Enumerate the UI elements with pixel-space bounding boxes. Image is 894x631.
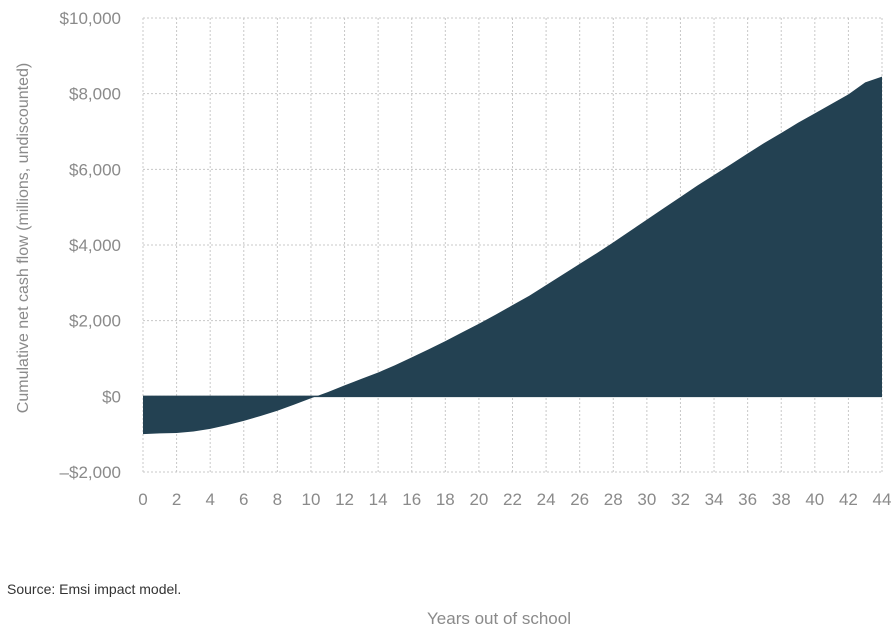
x-tick-label: 24 [537,490,556,509]
y-tick-label: $6,000 [69,160,121,179]
x-tick-label: 40 [805,490,824,509]
x-tick-label: 8 [273,490,282,509]
x-tick-label: 2 [172,490,181,509]
area-series-fill [143,76,882,435]
y-tick-label: $4,000 [69,236,121,255]
y-tick-label: $8,000 [69,85,121,104]
x-tick-label: 10 [301,490,320,509]
x-tick-label: 44 [873,490,892,509]
x-tick-label: 16 [402,490,421,509]
y-axis-ticks: $10,000 $8,000 $6,000 $4,000 $2,000 $0 –$2,000 [60,9,121,482]
y-tick-label: $10,000 [60,9,121,28]
x-tick-label: 6 [239,490,248,509]
x-tick-label: 36 [738,490,757,509]
x-tick-label: 14 [369,490,388,509]
x-tick-label: 32 [671,490,690,509]
area-series [143,76,882,435]
x-tick-label: 20 [469,490,488,509]
x-tick-label: 4 [205,490,214,509]
x-tick-label: 28 [604,490,623,509]
x-tick-label: 38 [772,490,791,509]
x-tick-label: 30 [637,490,656,509]
x-axis-ticks: 0 2 4 6 8 10 12 14 16 18 20 22 24 26 28 30 32 34 36 38 40 42 4… [138,490,891,509]
source-note: Source: Emsi impact model. [7,581,182,597]
x-tick-label: 12 [335,490,354,509]
x-tick-label: 42 [839,490,858,509]
y-tick-label: $2,000 [69,312,121,331]
y-tick-label: $0 [102,387,121,406]
x-tick-label: 34 [705,490,724,509]
x-tick-label: 18 [436,490,455,509]
y-tick-label: –$2,000 [60,463,121,482]
x-tick-label: 0 [138,490,147,509]
x-axis-label: Years out of school [427,609,571,628]
y-axis-label: Cumulative net cash flow (millions, undi… [15,63,32,413]
x-tick-label: 26 [570,490,589,509]
x-tick-label: 22 [503,490,522,509]
